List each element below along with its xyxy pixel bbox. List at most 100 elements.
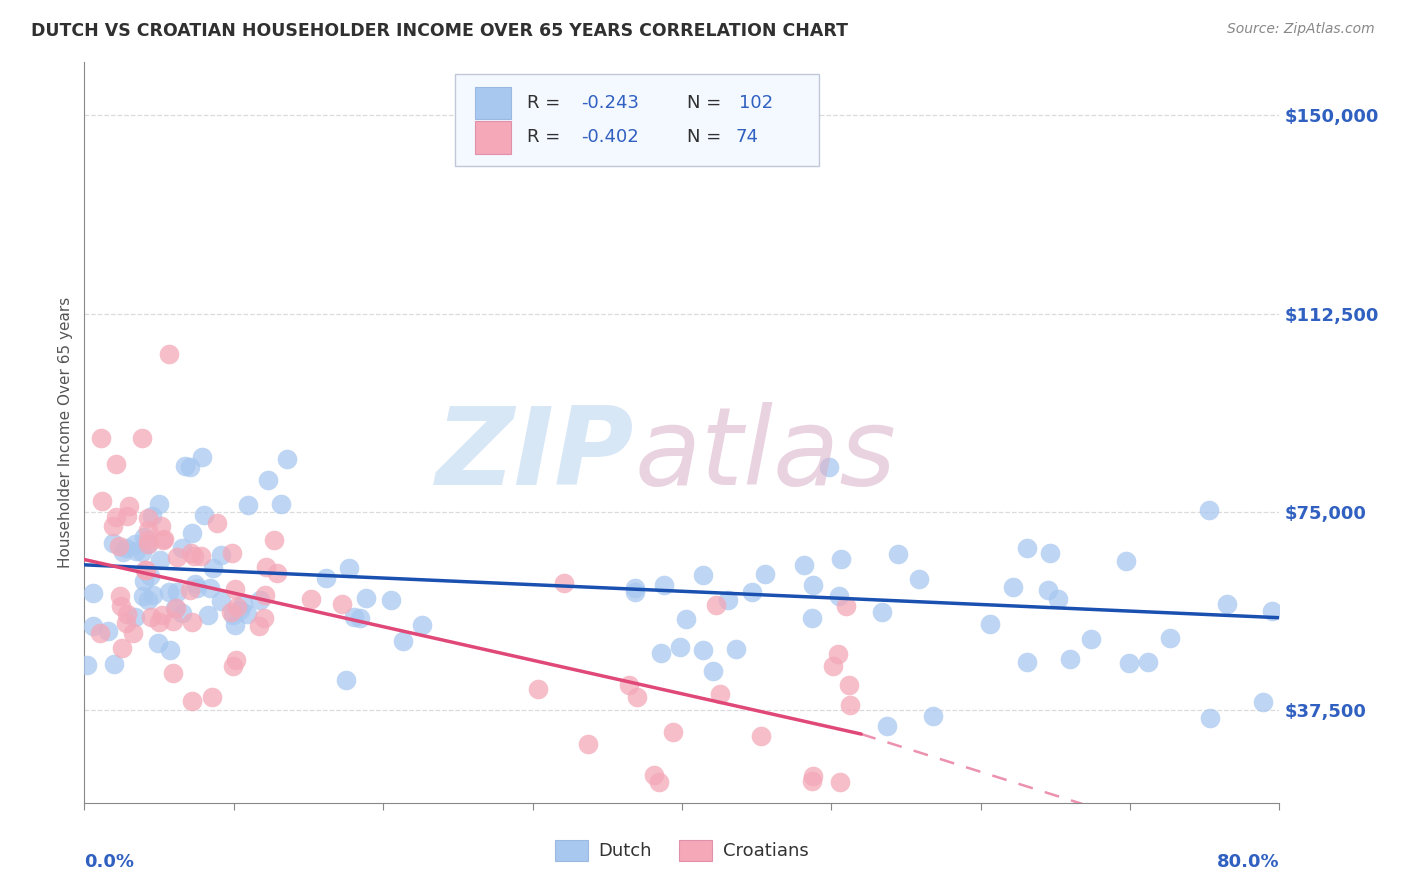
Point bbox=[725, 642, 748, 657]
Point bbox=[553, 575, 575, 590]
Text: atlas: atlas bbox=[634, 402, 896, 508]
Text: N =: N = bbox=[686, 95, 727, 112]
Point bbox=[830, 551, 852, 566]
Point bbox=[835, 599, 858, 613]
Point bbox=[662, 725, 685, 739]
Point bbox=[152, 533, 174, 548]
Text: 74: 74 bbox=[735, 128, 759, 146]
Point bbox=[219, 605, 242, 619]
Text: Source: ZipAtlas.com: Source: ZipAtlas.com bbox=[1227, 22, 1375, 37]
Point bbox=[117, 508, 139, 523]
Point bbox=[741, 585, 763, 599]
Point bbox=[136, 511, 159, 525]
Point bbox=[1198, 503, 1220, 517]
Point bbox=[153, 533, 176, 547]
Point bbox=[91, 493, 114, 508]
Point bbox=[276, 452, 298, 467]
Point bbox=[124, 610, 146, 624]
Point bbox=[152, 607, 174, 622]
Point bbox=[526, 681, 548, 696]
Point bbox=[675, 612, 697, 626]
Point bbox=[232, 597, 254, 611]
FancyBboxPatch shape bbox=[456, 73, 820, 166]
Point bbox=[823, 659, 845, 673]
Point bbox=[174, 459, 197, 474]
Point bbox=[1261, 604, 1284, 618]
Point bbox=[138, 569, 160, 583]
Point bbox=[827, 647, 849, 661]
Point bbox=[236, 498, 259, 512]
Point bbox=[184, 577, 207, 591]
Point bbox=[165, 600, 187, 615]
Point bbox=[1039, 546, 1062, 560]
Point bbox=[692, 643, 714, 657]
Point bbox=[222, 607, 245, 622]
Point bbox=[163, 601, 186, 615]
Point bbox=[104, 457, 127, 471]
Point bbox=[349, 611, 371, 625]
Point bbox=[201, 561, 224, 575]
Point bbox=[224, 618, 246, 632]
Point bbox=[380, 592, 402, 607]
Point bbox=[180, 546, 202, 560]
Point bbox=[801, 769, 824, 783]
Point bbox=[266, 566, 288, 580]
Y-axis label: Householder Income Over 65 years: Householder Income Over 65 years bbox=[58, 297, 73, 568]
Point bbox=[111, 545, 134, 559]
Point bbox=[179, 582, 201, 597]
Point bbox=[115, 616, 138, 631]
Point bbox=[191, 450, 214, 465]
Point bbox=[90, 432, 112, 446]
Point bbox=[253, 611, 276, 625]
Text: DUTCH VS CROATIAN HOUSEHOLDER INCOME OVER 65 YEARS CORRELATION CHART: DUTCH VS CROATIAN HOUSEHOLDER INCOME OVE… bbox=[31, 22, 848, 40]
FancyBboxPatch shape bbox=[475, 87, 510, 120]
Point bbox=[907, 572, 929, 586]
Point bbox=[200, 581, 222, 595]
Point bbox=[830, 774, 852, 789]
Text: -0.402: -0.402 bbox=[582, 128, 640, 146]
Point bbox=[257, 473, 280, 487]
Point bbox=[330, 598, 353, 612]
Point bbox=[159, 347, 181, 361]
Point bbox=[162, 666, 184, 681]
Point bbox=[827, 589, 849, 603]
Point bbox=[124, 537, 146, 551]
Point bbox=[89, 625, 111, 640]
Point bbox=[209, 548, 232, 562]
Legend: Dutch, Croatians: Dutch, Croatians bbox=[548, 832, 815, 868]
Point bbox=[110, 599, 132, 614]
Point bbox=[131, 431, 153, 445]
Point bbox=[626, 690, 648, 705]
Point bbox=[411, 617, 433, 632]
Point bbox=[117, 607, 139, 621]
Point bbox=[709, 687, 731, 701]
Point bbox=[225, 653, 247, 667]
Point bbox=[183, 549, 205, 563]
Point bbox=[180, 525, 202, 540]
Point bbox=[122, 626, 145, 640]
Point bbox=[150, 519, 173, 533]
Point bbox=[236, 607, 259, 622]
Point bbox=[669, 640, 692, 654]
Point bbox=[136, 537, 159, 551]
Point bbox=[197, 607, 219, 622]
Point bbox=[838, 678, 860, 692]
Point bbox=[135, 563, 157, 577]
Point bbox=[82, 585, 104, 599]
Point bbox=[186, 582, 208, 596]
Point bbox=[1118, 656, 1140, 670]
Point bbox=[801, 611, 824, 625]
Point bbox=[118, 500, 141, 514]
Point bbox=[136, 523, 159, 537]
Text: 102: 102 bbox=[740, 95, 773, 112]
Point bbox=[870, 605, 893, 619]
Point bbox=[839, 698, 862, 712]
Point bbox=[576, 738, 599, 752]
Point bbox=[201, 690, 224, 704]
Point bbox=[749, 729, 772, 743]
Point bbox=[76, 658, 98, 673]
Point bbox=[1137, 655, 1160, 669]
Point bbox=[179, 460, 201, 475]
Point bbox=[193, 508, 215, 522]
Point bbox=[115, 541, 138, 556]
